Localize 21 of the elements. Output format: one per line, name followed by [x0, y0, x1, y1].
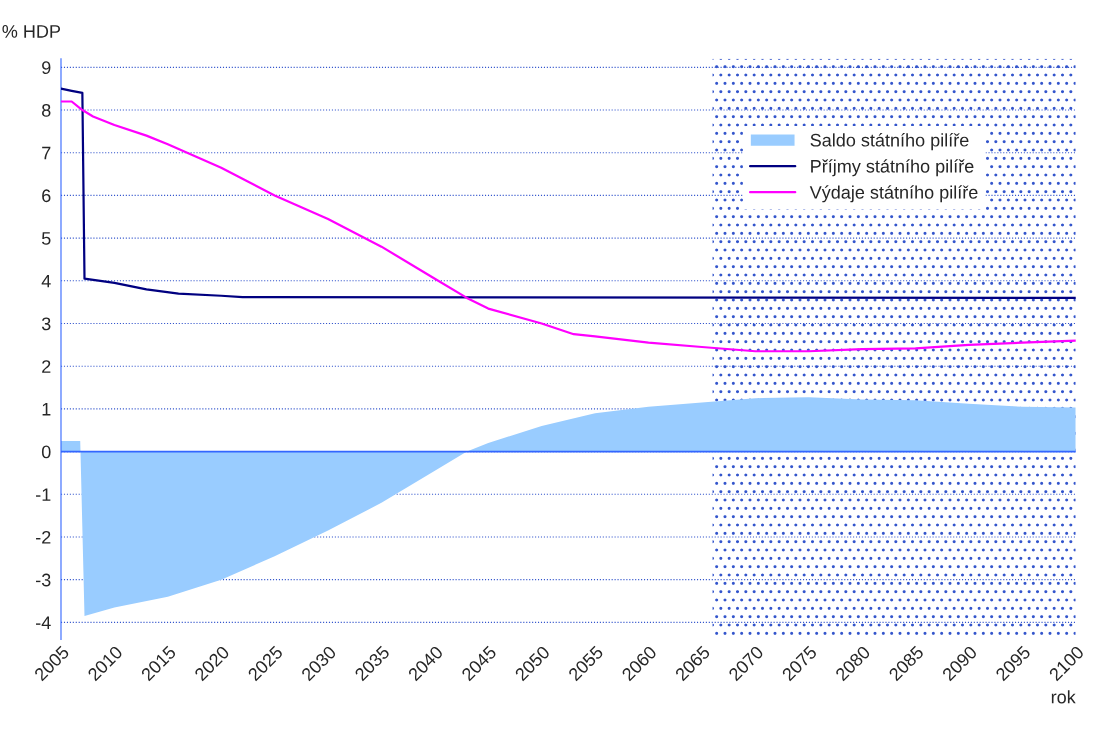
y-axis-title: % HDP	[2, 25, 61, 38]
legend-label: Příjmy státního pilíře	[811, 159, 974, 177]
y-tick-label: 6	[42, 189, 51, 203]
line-series	[61, 87, 1076, 299]
x-axis-title: rok	[1051, 690, 1076, 704]
y-tick-label: -1	[36, 488, 51, 501]
y-tick-label: 8	[42, 103, 51, 117]
line-series	[61, 100, 1076, 353]
y-tick-label: 3	[41, 317, 51, 331]
legend-label: Výdaje státního pilíře	[809, 185, 978, 203]
y-tick-label: 5	[41, 232, 51, 245]
y-tick-label: -4	[36, 616, 51, 629]
y-tick-label: 9	[42, 61, 51, 75]
y-tick-label: 2	[42, 360, 51, 373]
y-tick-label: -3	[36, 573, 51, 587]
legend-label: Saldo státního pilíře	[810, 133, 969, 151]
y-tick-label: 7	[42, 146, 51, 160]
y-tick-label: 1	[42, 403, 51, 416]
y-tick-label: 0	[41, 445, 51, 459]
y-tick-label: 4	[41, 274, 51, 288]
y-tick-label: -2	[36, 530, 51, 544]
